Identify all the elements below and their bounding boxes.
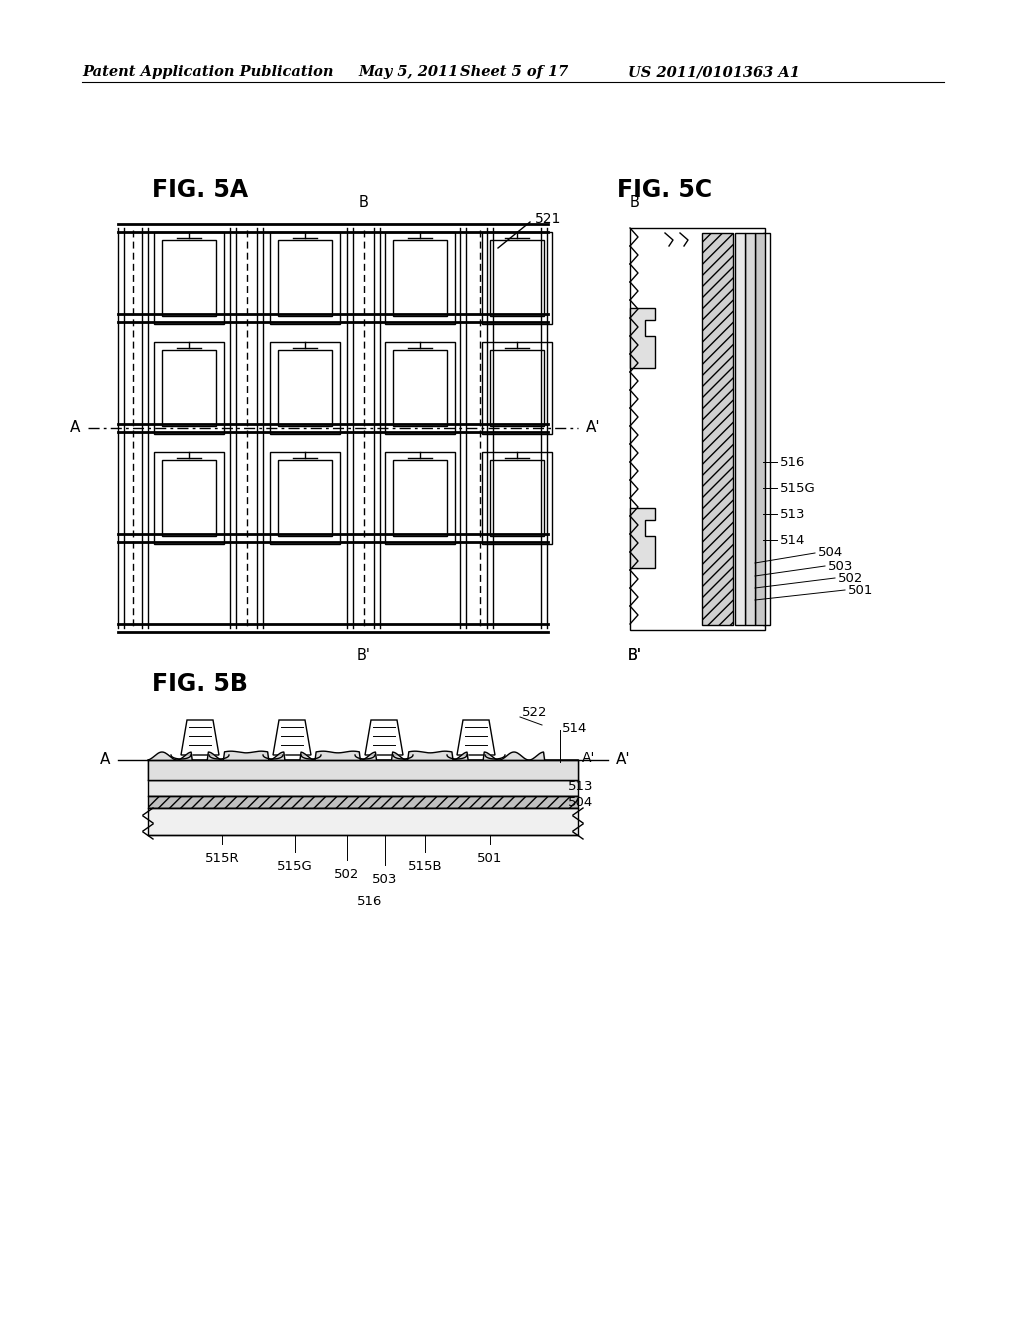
Bar — [385, 451, 455, 544]
Text: A': A' — [586, 421, 601, 436]
Text: A': A' — [582, 751, 595, 766]
Bar — [162, 459, 216, 536]
Text: 501: 501 — [848, 583, 873, 597]
Text: 503: 503 — [828, 560, 853, 573]
Text: 501: 501 — [477, 851, 503, 865]
Bar — [154, 451, 224, 544]
Bar — [270, 451, 340, 544]
Text: 503: 503 — [373, 873, 397, 886]
Text: B: B — [630, 195, 640, 210]
Bar — [148, 760, 578, 780]
Text: 502: 502 — [838, 572, 863, 585]
Text: 522: 522 — [522, 706, 548, 719]
Polygon shape — [457, 719, 495, 755]
Bar — [482, 451, 552, 544]
Bar — [763, 234, 770, 624]
Text: Sheet 5 of 17: Sheet 5 of 17 — [460, 65, 568, 79]
Text: 504: 504 — [818, 546, 843, 560]
Bar — [393, 350, 447, 426]
Bar — [148, 780, 578, 796]
Bar — [630, 228, 765, 630]
Polygon shape — [630, 308, 655, 368]
Bar — [278, 240, 332, 315]
Bar — [735, 234, 745, 624]
Bar — [482, 342, 552, 434]
Bar — [148, 808, 578, 836]
Bar — [385, 232, 455, 323]
Text: 514: 514 — [780, 533, 805, 546]
Text: B: B — [359, 195, 369, 210]
Text: B': B' — [628, 648, 642, 663]
Bar — [745, 234, 755, 624]
Bar — [278, 459, 332, 536]
Text: Patent Application Publication: Patent Application Publication — [82, 65, 334, 79]
Text: 504: 504 — [568, 796, 593, 808]
Bar — [154, 232, 224, 323]
Polygon shape — [365, 719, 403, 755]
Polygon shape — [181, 719, 219, 755]
Bar — [270, 342, 340, 434]
Text: 516: 516 — [357, 895, 383, 908]
Text: 515G: 515G — [278, 861, 313, 873]
Bar — [385, 342, 455, 434]
Bar — [393, 459, 447, 536]
Bar — [162, 350, 216, 426]
Bar — [490, 240, 544, 315]
Text: 513: 513 — [780, 507, 806, 520]
Bar — [154, 342, 224, 434]
Text: 514: 514 — [562, 722, 588, 735]
Text: B': B' — [628, 648, 642, 663]
Text: A: A — [70, 421, 80, 436]
Text: 515R: 515R — [205, 851, 240, 865]
Bar — [278, 350, 332, 426]
Bar — [148, 796, 578, 808]
Text: FIG. 5A: FIG. 5A — [152, 178, 248, 202]
Polygon shape — [630, 508, 655, 568]
Polygon shape — [273, 719, 311, 755]
Bar — [162, 240, 216, 315]
Text: 515B: 515B — [408, 861, 442, 873]
Text: FIG. 5C: FIG. 5C — [617, 178, 712, 202]
Text: 515G: 515G — [780, 482, 816, 495]
Text: A': A' — [616, 752, 631, 767]
Text: 516: 516 — [780, 455, 805, 469]
Text: B': B' — [357, 648, 371, 663]
Text: FIG. 5B: FIG. 5B — [152, 672, 248, 696]
Bar — [482, 232, 552, 323]
Bar — [702, 234, 733, 624]
Text: 521: 521 — [535, 213, 561, 226]
Text: 513: 513 — [568, 780, 594, 793]
Bar — [490, 459, 544, 536]
Text: A: A — [99, 752, 110, 767]
Text: May 5, 2011: May 5, 2011 — [358, 65, 459, 79]
Bar — [393, 240, 447, 315]
Bar — [755, 234, 765, 624]
Bar — [270, 232, 340, 323]
Text: US 2011/0101363 A1: US 2011/0101363 A1 — [628, 65, 800, 79]
Bar — [490, 350, 544, 426]
Text: 502: 502 — [334, 869, 359, 880]
